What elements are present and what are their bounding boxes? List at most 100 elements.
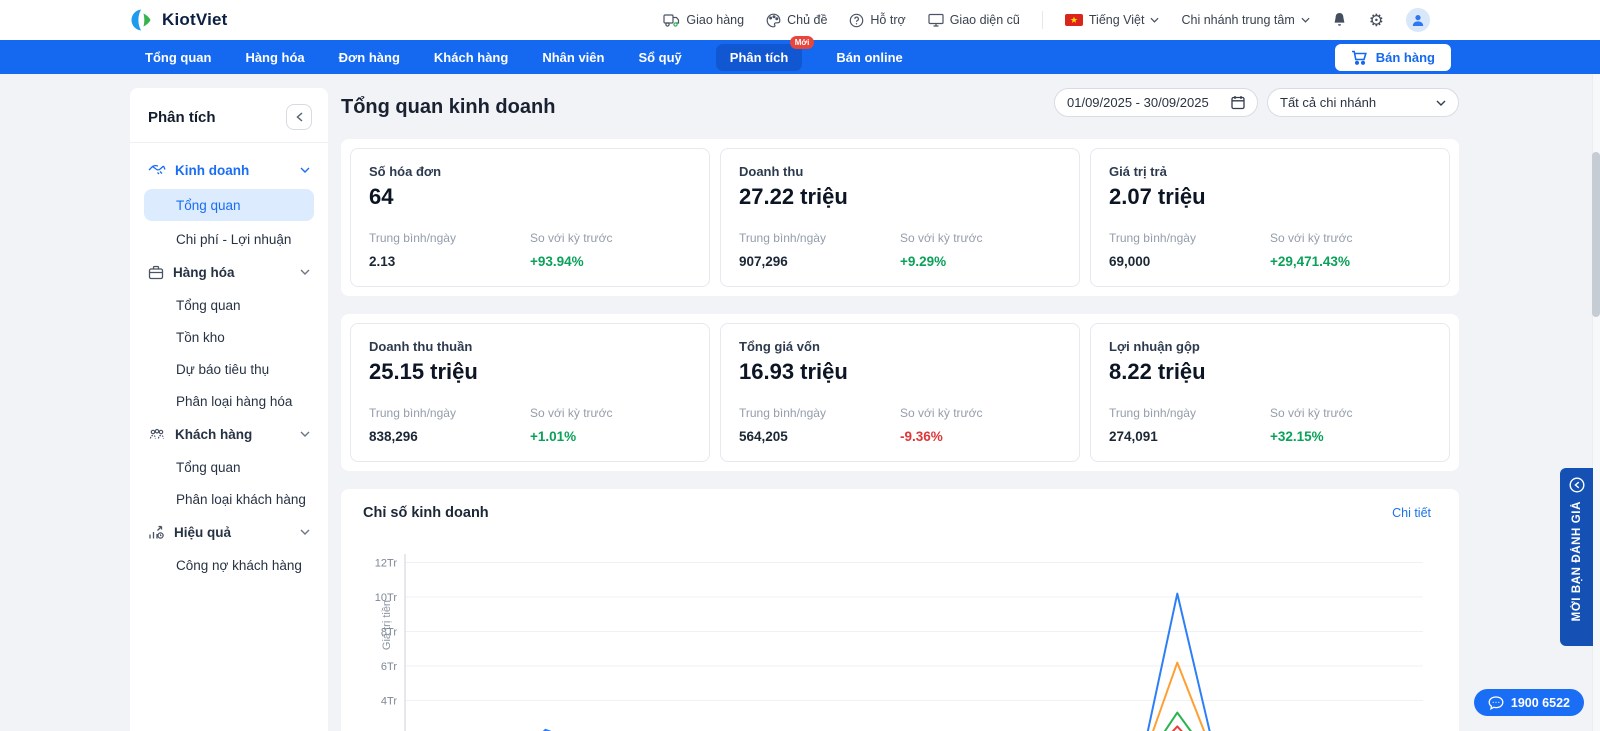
date-range-picker[interactable]: 01/09/2025 - 30/09/2025 (1054, 88, 1258, 117)
monitor-icon (928, 13, 944, 27)
kpi-value: 25.15 triệu (369, 359, 691, 385)
rate-us-banner[interactable]: MỜI BẠN ĐÁNH GIÁ (1560, 468, 1593, 646)
top-header: KiotViet Giao hàng Chủ đề Hỗ trợ (0, 0, 1600, 40)
sidebar-item-ton-kho[interactable]: Tồn kho (144, 321, 314, 353)
old-interface-label: Giao diện cũ (950, 13, 1020, 27)
kiotviet-logo[interactable]: KiotViet (130, 8, 228, 32)
detail-link[interactable]: Chi tiết (1392, 506, 1431, 520)
avg-label: Trung bình/ngày (369, 231, 530, 245)
nav-don-hang[interactable]: Đơn hàng (339, 50, 400, 65)
kpi-card-gia-tri-tra: Giá trị trả 2.07 triệu Trung bình/ngày69… (1090, 148, 1450, 287)
branch-selector[interactable]: Chi nhánh trung tâm (1181, 13, 1309, 27)
compare-label: So với kỳ trước (900, 406, 1061, 420)
header-actions: Giao hàng Chủ đề Hỗ trợ Giao diện cũ (663, 8, 1430, 32)
svg-text:12Tr: 12Tr (375, 558, 398, 570)
compare-label: So với kỳ trước (900, 231, 1061, 245)
kpi-value: 8.22 triệu (1109, 359, 1431, 385)
kpi-row-2: Doanh thu thuần 25.15 triệu Trung bình/n… (341, 314, 1459, 471)
chat-bubble-icon (1488, 696, 1504, 710)
sidebar-divider (130, 142, 328, 143)
svg-text:10Tr: 10Tr (375, 592, 398, 604)
analytics-sidebar: Phân tích Kinh doanh Tổng quan Chi phí -… (130, 88, 328, 731)
kpi-label: Lợi nhuận gộp (1109, 339, 1431, 354)
nav-phan-tich[interactable]: Phân tích Mới (716, 44, 803, 71)
sidebar-section-hang-hoa[interactable]: Hàng hóa (144, 255, 314, 289)
page-scrollbar-thumb[interactable] (1592, 152, 1600, 317)
avg-label: Trung bình/ngày (369, 406, 530, 420)
main-nav: Tổng quan Hàng hóa Đơn hàng Khách hàng N… (0, 40, 1600, 74)
theme-link[interactable]: Chủ đề (766, 13, 827, 28)
sidebar-item-khach-hang-tong-quan[interactable]: Tổng quan (144, 451, 314, 483)
sidebar-section-khach-hang[interactable]: Khách hàng (144, 417, 314, 451)
kpi-value: 16.93 triệu (739, 359, 1061, 385)
user-avatar[interactable] (1406, 8, 1430, 32)
section-label: Hàng hóa (173, 265, 291, 280)
filters: 01/09/2025 - 30/09/2025 Tất cả chi nhánh (1054, 88, 1459, 117)
sidebar-item-phan-loai-hang-hoa[interactable]: Phân loại hàng hóa (144, 385, 314, 417)
header-divider (1042, 11, 1043, 29)
delta-value: -9.36% (900, 429, 1061, 444)
nav-so-quy[interactable]: Sổ quỹ (638, 50, 681, 65)
nav-tong-quan[interactable]: Tổng quan (145, 50, 211, 65)
business-metrics-panel: Chỉ số kinh doanh Chi tiết Giá trị tiền … (341, 489, 1459, 731)
sell-button[interactable]: Bán hàng (1335, 44, 1451, 71)
brand-name: KiotViet (162, 10, 228, 30)
kpi-card-so-hoa-don: Số hóa đơn 64 Trung bình/ngày2.13 So với… (350, 148, 710, 287)
avg-value: 564,205 (739, 429, 900, 444)
sidebar-section-hieu-qua[interactable]: Hiệu quả (144, 515, 314, 549)
avg-label: Trung bình/ngày (739, 231, 900, 245)
sidebar-title: Phân tích (148, 109, 216, 126)
palette-icon (766, 13, 781, 28)
chevron-left-icon (296, 112, 303, 122)
sidebar-item-du-bao-tieu-thu[interactable]: Dự báo tiêu thụ (144, 353, 314, 385)
support-link[interactable]: Hỗ trợ (849, 13, 905, 28)
hotline-button[interactable]: 1900 6522 (1474, 689, 1584, 716)
avg-value: 274,091 (1109, 429, 1270, 444)
kpi-value: 64 (369, 184, 691, 210)
avg-label: Trung bình/ngày (739, 406, 900, 420)
vietnam-flag-icon (1065, 14, 1083, 26)
nav-khach-hang[interactable]: Khách hàng (434, 50, 508, 65)
delta-value: +29,471.43% (1270, 254, 1431, 269)
branch-filter-select[interactable]: Tất cả chi nhánh (1267, 88, 1459, 117)
sidebar-section-kinh-doanh[interactable]: Kinh doanh (144, 153, 314, 187)
kpi-label: Giá trị trả (1109, 164, 1431, 179)
compare-label: So với kỳ trước (1270, 231, 1431, 245)
kpi-row-1: Số hóa đơn 64 Trung bình/ngày2.13 So với… (341, 139, 1459, 296)
calendar-icon (1231, 95, 1245, 110)
chart-title: Chỉ số kinh doanh (363, 505, 489, 521)
avg-label: Trung bình/ngày (1109, 406, 1270, 420)
language-selector[interactable]: Tiếng Việt (1065, 13, 1160, 27)
sidebar-item-kinh-doanh-tong-quan[interactable]: Tổng quan (144, 189, 314, 221)
main-content: Tổng quan kinh doanh 01/09/2025 - 30/09/… (341, 88, 1459, 731)
handshake-icon (148, 163, 166, 177)
page-scrollbar-track[interactable] (1592, 74, 1600, 731)
chevron-down-icon (300, 167, 310, 173)
notifications-bell-icon[interactable] (1332, 12, 1347, 28)
settings-gear-icon[interactable]: ⚙ (1369, 12, 1384, 29)
sidebar-collapse-button[interactable] (286, 104, 312, 130)
sidebar-item-hang-hoa-tong-quan[interactable]: Tổng quan (144, 289, 314, 321)
delta-value: +1.01% (530, 429, 691, 444)
sidebar-item-cong-no-khach-hang[interactable]: Công nợ khách hàng (144, 549, 314, 581)
sidebar-item-chi-phi-loi-nhuan[interactable]: Chi phí - Lợi nhuận (144, 223, 314, 255)
chevron-down-icon (300, 431, 310, 437)
old-interface-link[interactable]: Giao diện cũ (928, 13, 1020, 27)
theme-label: Chủ đề (787, 13, 827, 27)
rate-banner-label: MỜI BẠN ĐÁNH GIÁ (1571, 501, 1583, 621)
sidebar-item-phan-loai-khach-hang[interactable]: Phân loại khách hàng (144, 483, 314, 515)
delivery-link[interactable]: Giao hàng (663, 13, 744, 27)
truck-icon (663, 13, 680, 27)
box-icon (148, 265, 164, 280)
avg-value: 69,000 (1109, 254, 1270, 269)
svg-text:6Tr: 6Tr (381, 661, 397, 673)
business-chart: 2Tr4Tr6Tr8Tr10Tr12Tr (351, 534, 1443, 731)
circle-chevron-icon (1569, 477, 1585, 493)
svg-text:4Tr: 4Tr (381, 696, 397, 708)
nav-nhan-vien[interactable]: Nhân viên (542, 50, 604, 65)
kpi-label: Tổng giá vốn (739, 339, 1061, 354)
nav-ban-online[interactable]: Bán online (836, 50, 902, 65)
compare-label: So với kỳ trước (530, 231, 691, 245)
nav-hang-hoa[interactable]: Hàng hóa (245, 50, 304, 65)
user-icon (1411, 13, 1425, 27)
